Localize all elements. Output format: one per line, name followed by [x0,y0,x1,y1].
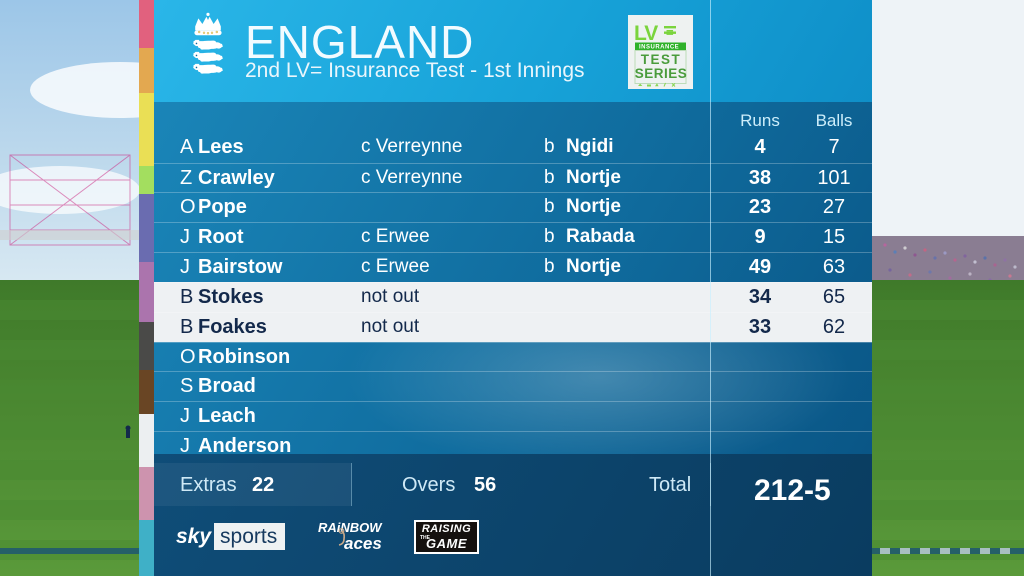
svg-text:RAiNBOW: RAiNBOW [318,520,383,535]
svg-text:INSURANCE: INSURANCE [639,45,679,51]
svg-text:aces: aces [344,534,382,553]
svg-text:LV: LV [634,22,658,45]
svg-text:TEST: TEST [641,52,682,67]
svg-text:SERIES: SERIES [635,66,688,81]
